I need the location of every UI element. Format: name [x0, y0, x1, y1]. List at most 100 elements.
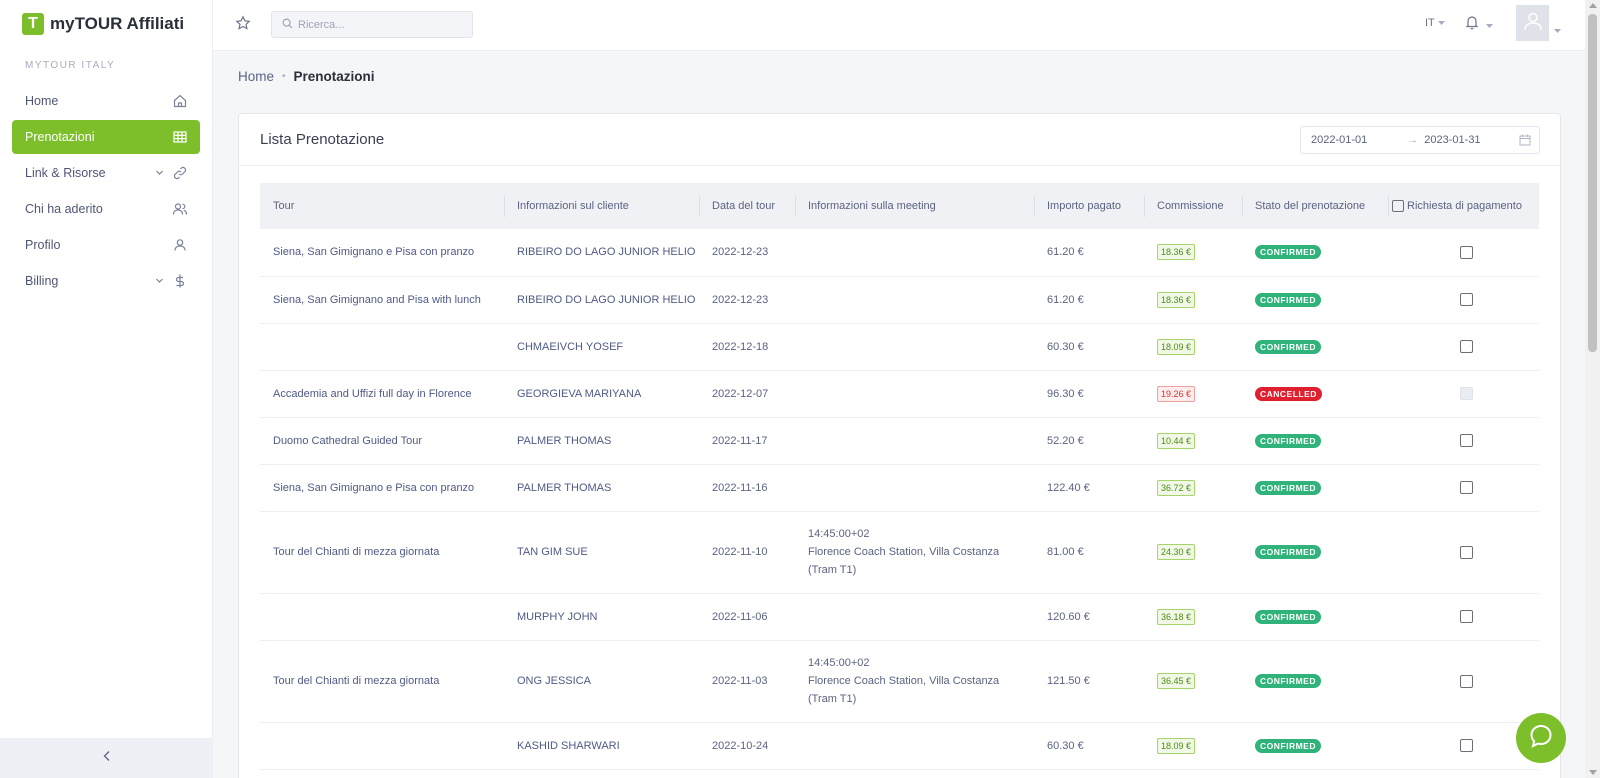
table-row: KASHID SHARWARI 2022-10-24 60.30 € 18.09 € C… — [260, 722, 1539, 770]
column-header-client[interactable]: Informazioni sul cliente — [504, 183, 699, 229]
scroll-up-arrow-icon[interactable] — [1589, 3, 1597, 8]
select-all-checkbox[interactable] — [1392, 200, 1404, 213]
cell-date: 2022-11-06 — [699, 593, 795, 641]
avatar[interactable] — [1516, 5, 1549, 41]
app-logo[interactable]: T myTOUR Affiliati — [0, 0, 212, 48]
cell-meeting — [795, 276, 1034, 324]
cell-tour — [260, 323, 504, 371]
status-badge: CONFIRMED — [1255, 674, 1321, 688]
tour-name[interactable]: Siena, San Gimignano e Pisa con pranzo — [273, 246, 475, 259]
sidebar-item-billing[interactable]: Billing — [12, 264, 200, 298]
cell-client: CHMAEIVCH YOSEF — [504, 323, 699, 371]
sidebar-item-prenotazioni[interactable]: Prenotazioni — [12, 120, 200, 154]
status-badge: CONFIRMED — [1255, 292, 1321, 307]
sidebar: T myTOUR Affiliati MYTOUR ITALY Home Pre… — [0, 0, 213, 778]
cell-payment-request — [1388, 370, 1539, 418]
payment-request-checkbox[interactable] — [1460, 340, 1473, 353]
payment-request-checkbox[interactable] — [1460, 674, 1473, 688]
cell-commission: 36.72 € — [1144, 464, 1242, 512]
cell-meeting — [795, 722, 1034, 770]
tour-name[interactable]: Tour del Chianti di mezza giornata — [273, 675, 440, 687]
tour-name[interactable]: Accademia and Uffizi full day in Florenc… — [273, 387, 472, 400]
payment-request-checkbox[interactable] — [1460, 481, 1473, 494]
cell-meeting — [795, 370, 1034, 418]
commission-pill: 18.09 € — [1157, 338, 1196, 355]
date-range-picker[interactable]: 2022-01-01 → 2023-01-31 — [1300, 126, 1540, 154]
sidebar-item-home[interactable]: Home — [12, 84, 200, 118]
user-avatar-icon — [1522, 10, 1544, 37]
column-header-meeting[interactable]: Informazioni sulla meeting — [795, 183, 1034, 229]
payment-request-checkbox[interactable] — [1460, 245, 1473, 259]
search-icon — [282, 16, 293, 34]
sidebar-item-link-risorse[interactable]: Link & Risorse — [12, 156, 200, 190]
sidebar-item-chi-ha-aderito[interactable]: Chi ha aderito — [12, 192, 200, 226]
cell-tour: Accademia and Uffizi full day in Florenc… — [260, 370, 504, 418]
cell-status: CONFIRMED — [1242, 229, 1388, 277]
users-icon — [172, 201, 188, 217]
cell-status: CONFIRMED — [1242, 593, 1388, 641]
payment-request-checkbox — [1460, 387, 1473, 400]
scroll-down-arrow-icon[interactable] — [1589, 770, 1597, 775]
cell-payment-request — [1388, 323, 1539, 371]
column-header-date[interactable]: Data del tour — [699, 183, 795, 229]
cell-status: CONFIRMED — [1242, 323, 1388, 371]
sidebar-item-profilo[interactable]: Profilo — [12, 228, 200, 262]
bell-icon — [1464, 14, 1480, 35]
scroll-thumb[interactable] — [1588, 14, 1597, 352]
payment-request-checkbox[interactable] — [1460, 293, 1473, 306]
cell-date: 2022-11-03 — [699, 640, 795, 723]
search-box[interactable] — [271, 11, 473, 38]
status-badge: CONFIRMED — [1255, 480, 1321, 495]
tour-name[interactable]: Tour del Chianti di mezza giornata — [273, 546, 440, 558]
column-header-status[interactable]: Stato del prenotazione — [1242, 183, 1388, 229]
cell-payment-request — [1388, 464, 1539, 512]
column-header-amount[interactable]: Importo pagato — [1034, 183, 1144, 229]
payment-request-checkbox[interactable] — [1460, 545, 1473, 559]
column-header-commission[interactable]: Commissione — [1144, 183, 1242, 229]
breadcrumb-home-link[interactable]: Home — [238, 69, 275, 84]
page-scrollbar[interactable] — [1585, 0, 1600, 778]
commission-pill: 19.26 € — [1157, 385, 1196, 402]
cell-status: CONFIRMED — [1242, 276, 1388, 324]
table-header-row: Tour Informazioni sul cliente Data del t… — [260, 183, 1539, 229]
date-to[interactable]: 2023-01-31 — [1424, 134, 1481, 146]
payment-request-checkbox[interactable] — [1460, 434, 1473, 447]
star-icon[interactable] — [235, 15, 253, 33]
language-label: IT — [1425, 17, 1435, 29]
cell-meeting: 14:45:00+02 Florence Coach Station, Villa… — [795, 640, 1034, 723]
search-input[interactable] — [298, 18, 458, 31]
sidebar-item-label: Prenotazioni — [25, 130, 95, 144]
cell-date: 2022-12-07 — [699, 370, 795, 418]
commission-pill: 18.36 € — [1157, 244, 1196, 261]
cell-payment-request — [1388, 640, 1539, 723]
date-from[interactable]: 2022-01-01 — [1311, 134, 1368, 146]
breadcrumb-separator: • — [282, 71, 286, 82]
cell-client: GEORGIEVA MARIYANA — [504, 370, 699, 418]
cell-payment-request — [1388, 511, 1539, 594]
status-badge: CONFIRMED — [1255, 545, 1321, 559]
notifications-button[interactable] — [1464, 14, 1493, 35]
language-selector[interactable]: IT — [1425, 17, 1445, 29]
sidebar-collapse-button[interactable] — [0, 738, 213, 778]
column-header-tour[interactable]: Tour — [260, 183, 504, 229]
cell-commission: 36.18 € — [1144, 593, 1242, 641]
meeting-time: 14:45:00+02 — [808, 528, 870, 540]
payment-request-checkbox[interactable] — [1460, 739, 1473, 752]
cell-amount: 122.40 € — [1034, 464, 1144, 512]
tour-name[interactable]: Siena, San Gimignano and Pisa with lunch — [273, 293, 481, 306]
caret-down-icon[interactable] — [1554, 21, 1561, 39]
cell-status: CANCELLED — [1242, 370, 1388, 418]
tour-name[interactable]: Duomo Cathedral Guided Tour — [273, 434, 422, 447]
payment-request-checkbox[interactable] — [1460, 610, 1473, 623]
chat-button[interactable] — [1516, 713, 1566, 763]
cell-commission: 10.44 € — [1144, 417, 1242, 465]
client-name: MURPHY JOHN — [517, 610, 598, 623]
cell-payment-request — [1388, 229, 1539, 277]
chevron-left-icon — [102, 749, 112, 767]
status-badge: CONFIRMED — [1255, 245, 1321, 260]
client-name: GEORGIEVA MARIYANA — [517, 387, 642, 400]
tour-name[interactable]: Siena, San Gimignano e Pisa con pranzo — [273, 481, 475, 494]
user-icon — [172, 237, 188, 253]
client-name: CHMAEIVCH YOSEF — [517, 340, 624, 353]
cell-client: ONG JESSICA — [504, 640, 699, 723]
